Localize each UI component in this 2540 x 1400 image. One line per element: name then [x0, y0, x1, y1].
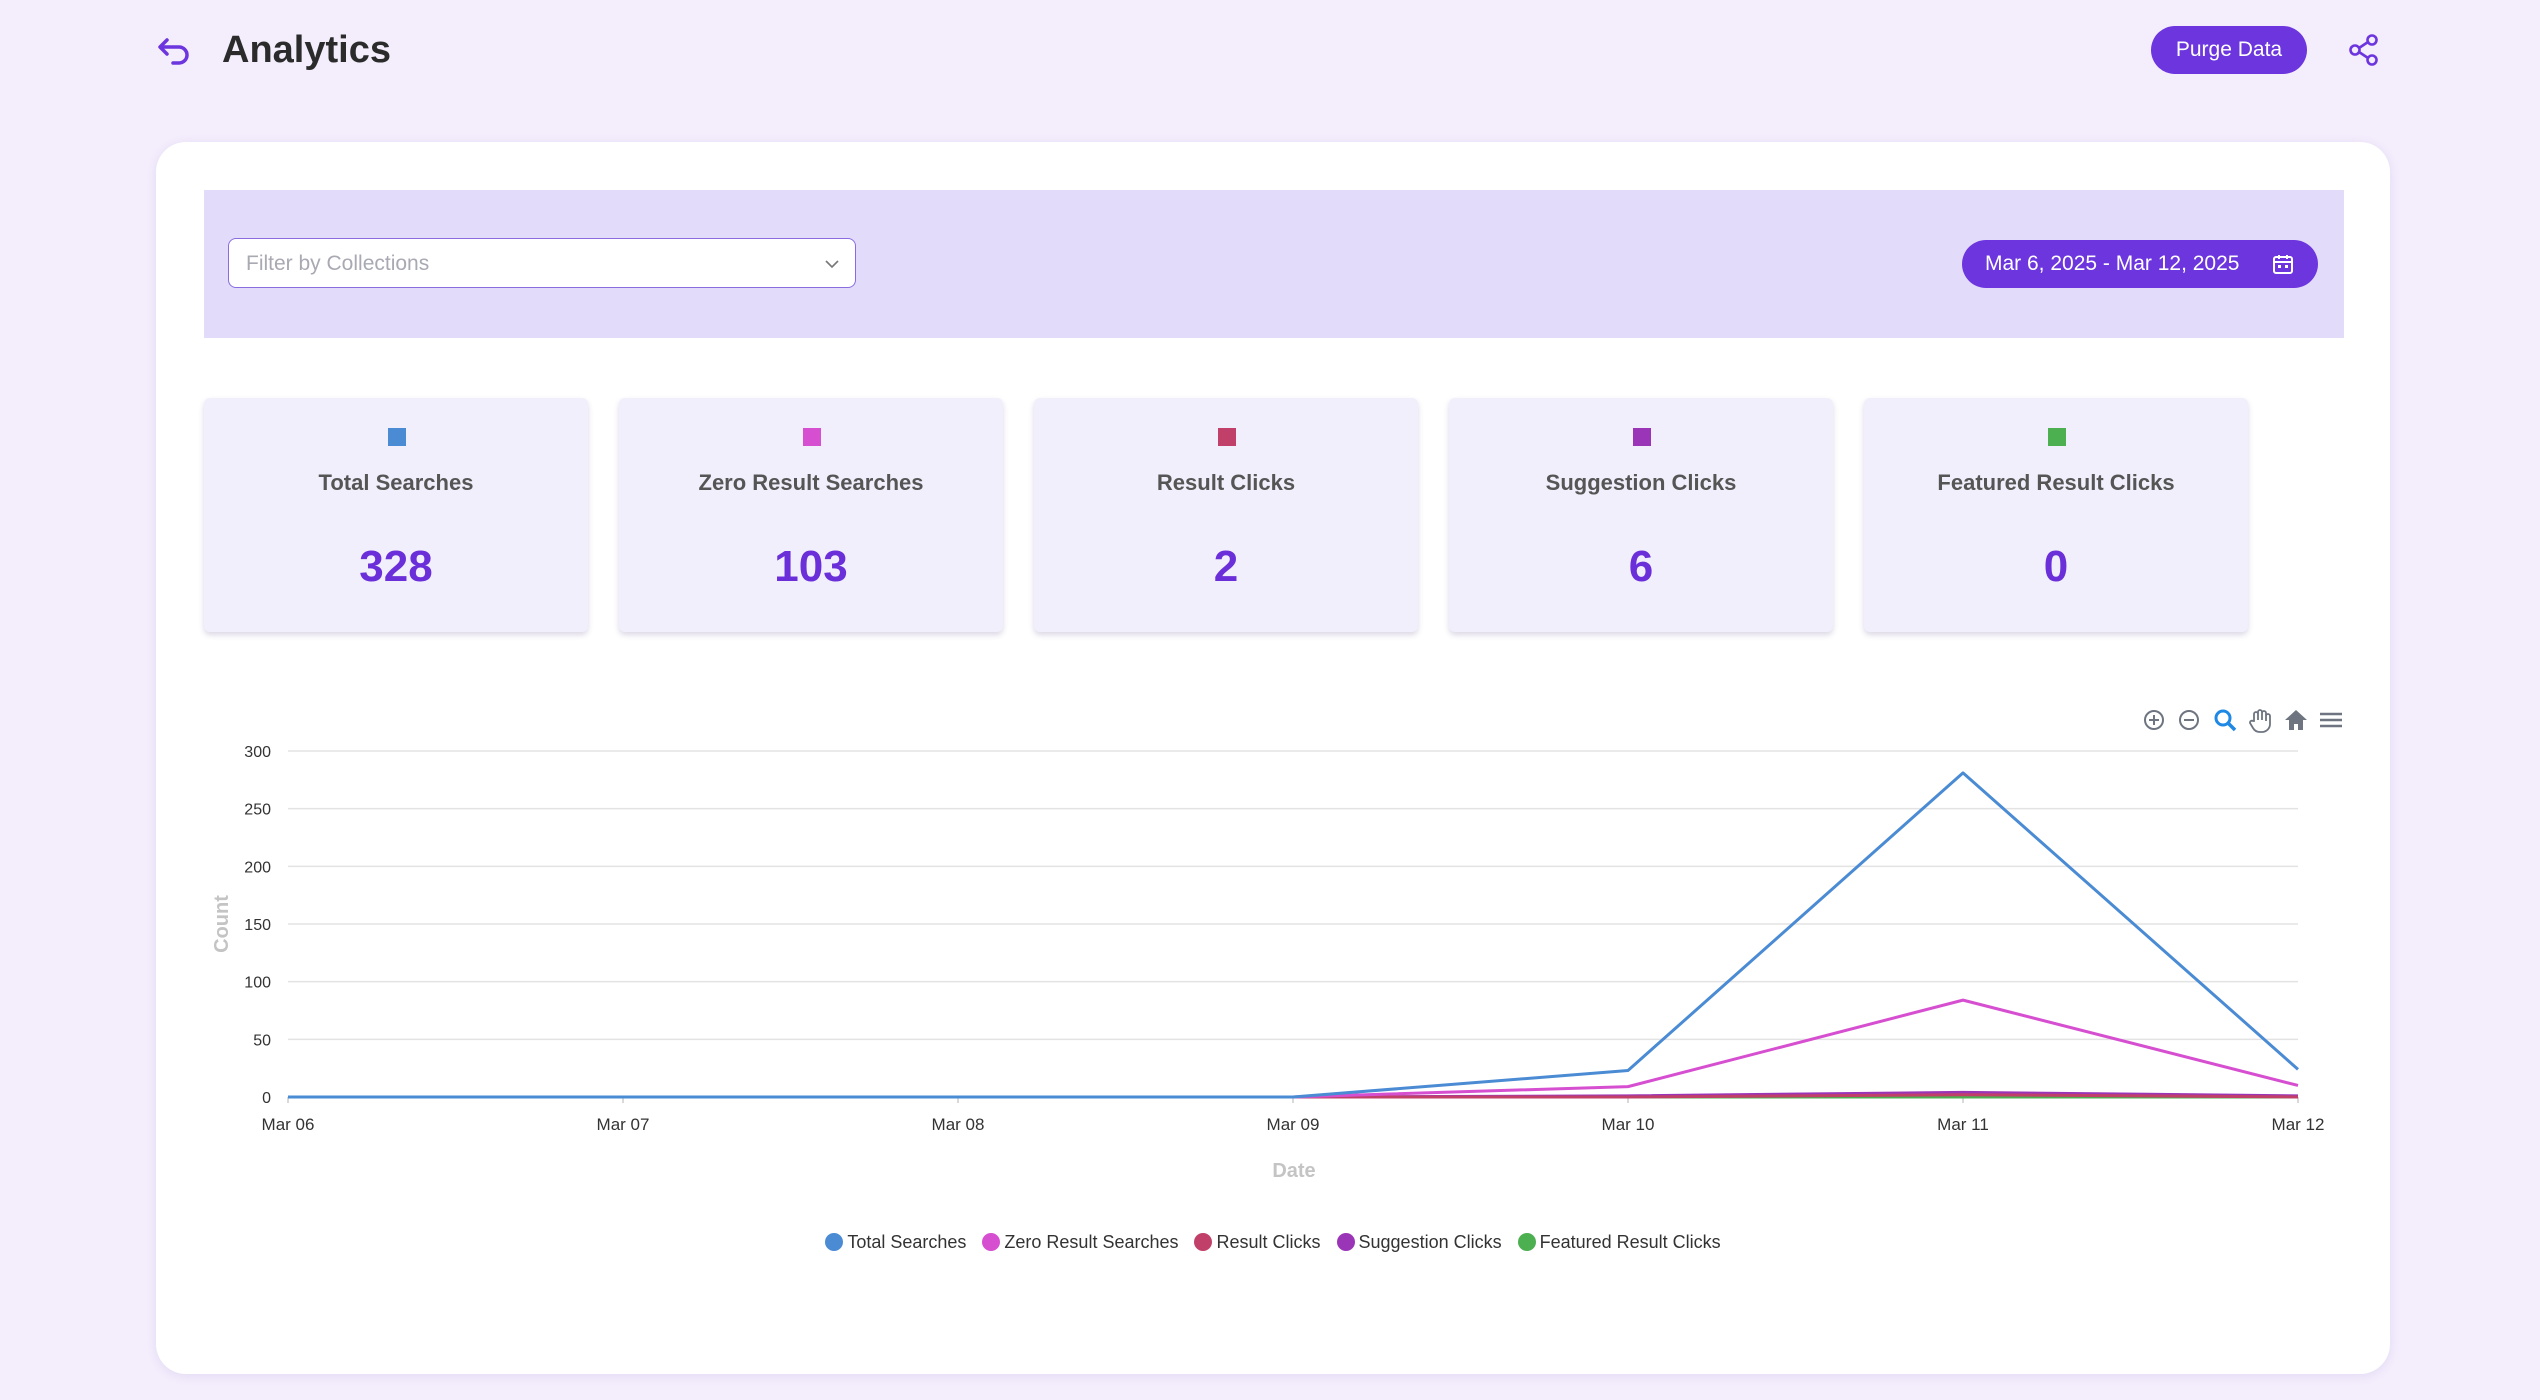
chevron-down-icon — [825, 260, 839, 269]
featured-result-clicks-swatch — [2048, 428, 2066, 446]
stat-label: Total Searches — [318, 470, 474, 495]
stat-value: 328 — [359, 542, 433, 591]
stat-label: Featured Result Clicks — [1937, 470, 2175, 495]
stat-label: Suggestion Clicks — [1545, 470, 1737, 495]
x-tick-label: Mar 11 — [1937, 1115, 1989, 1134]
chart-legend: Total Searches Zero Result Searches Result… — [156, 1232, 2390, 1253]
x-tick-label: Mar 10 — [1602, 1115, 1655, 1134]
y-tick-label: 150 — [244, 917, 271, 934]
stat-value: 2 — [1213, 542, 1239, 591]
x-tick-label: Mar 07 — [597, 1115, 650, 1134]
stat-value: 6 — [1628, 542, 1654, 591]
y-tick-label: 250 — [244, 802, 271, 819]
chart-toolbar — [2140, 706, 2348, 736]
share-button[interactable] — [2346, 32, 2382, 68]
zero-result-searches-swatch — [803, 428, 821, 446]
share-icon — [2349, 34, 2378, 66]
page-title: Analytics — [222, 29, 391, 71]
date-range-label: Mar 6, 2025 - Mar 12, 2025 — [1985, 252, 2240, 275]
legend-marker — [825, 1233, 844, 1251]
stat-card-featured-result-clicks: Featured Result Clicks 0 — [1864, 398, 2248, 632]
stat-card-result-clicks: Result Clicks 2 — [1034, 398, 1418, 632]
stat-card-zero-result-searches: Zero Result Searches 103 — [619, 398, 1003, 632]
zoom-in-icon[interactable] — [2140, 706, 2168, 734]
collection-filter-placeholder: Filter by Collections — [246, 252, 430, 275]
x-tick-label: Mar 06 — [262, 1115, 315, 1134]
legend-label: Featured Result Clicks — [1539, 1232, 1721, 1252]
y-tick-label: 300 — [244, 744, 271, 761]
purge-data-button[interactable]: Purge Data — [2151, 26, 2307, 74]
x-tick-label: Mar 12 — [2272, 1115, 2325, 1134]
legend-item[interactable]: Suggestion Clicks — [1336, 1232, 1502, 1253]
y-tick-label: 0 — [262, 1090, 271, 1107]
legend-label: Result Clicks — [1216, 1232, 1321, 1252]
series-line-total-searches — [288, 771, 2299, 1099]
stat-value: 0 — [2043, 542, 2069, 591]
x-tick-label: Mar 08 — [932, 1115, 985, 1134]
collection-filter-select[interactable]: Filter by Collections — [228, 238, 856, 288]
legend-marker — [1194, 1233, 1213, 1251]
stat-value: 103 — [774, 542, 848, 591]
legend-marker — [982, 1233, 1001, 1251]
legend-item[interactable]: Result Clicks — [1194, 1232, 1321, 1253]
series-line-zero-result-searches — [288, 998, 2299, 1099]
filter-bar: Filter by Collections Mar 6, 2025 - Mar … — [204, 190, 2344, 338]
legend-marker — [1517, 1233, 1536, 1251]
x-tick-label: Mar 09 — [1267, 1115, 1320, 1134]
legend-item[interactable]: Featured Result Clicks — [1517, 1232, 1721, 1253]
y-tick-label: 100 — [244, 975, 271, 992]
legend-item[interactable]: Total Searches — [825, 1232, 966, 1253]
stat-card-suggestion-clicks: Suggestion Clicks 6 — [1449, 398, 1833, 632]
analytics-card: Filter by Collections Mar 6, 2025 - Mar … — [156, 142, 2390, 1374]
date-range-picker[interactable]: Mar 6, 2025 - Mar 12, 2025 — [1962, 240, 2318, 288]
back-arrow-icon — [158, 38, 189, 65]
y-tick-label: 50 — [253, 1032, 271, 1049]
zoom-out-icon[interactable] — [2175, 706, 2203, 734]
stat-label: Zero Result Searches — [698, 470, 924, 495]
calendar-icon — [2273, 255, 2293, 274]
x-axis-title: Date — [1272, 1160, 1315, 1182]
legend-item[interactable]: Zero Result Searches — [982, 1232, 1178, 1253]
result-clicks-swatch — [1218, 428, 1236, 446]
stat-label: Result Clicks — [1156, 470, 1296, 495]
total-searches-swatch — [388, 428, 406, 446]
back-button[interactable] — [155, 30, 199, 70]
legend-marker — [1336, 1233, 1355, 1251]
stat-card-total-searches: Total Searches 328 — [204, 398, 588, 632]
y-tick-label: 200 — [244, 859, 271, 876]
suggestion-clicks-swatch — [1633, 428, 1651, 446]
legend-label: Zero Result Searches — [1004, 1232, 1179, 1252]
page-header: Analytics Purge Data — [0, 0, 2540, 100]
legend-label: Total Searches — [847, 1232, 967, 1252]
pan-hand-icon[interactable] — [2246, 706, 2274, 734]
y-axis-title: Count — [211, 895, 233, 953]
selection-zoom-icon[interactable] — [2211, 706, 2239, 734]
legend-label: Suggestion Clicks — [1358, 1232, 1502, 1252]
reset-home-icon[interactable] — [2282, 706, 2310, 734]
line-chart: 0 50 100 150 200 250 300 Mar 06 Mar 07 Mar 08 Mar … — [211, 744, 2325, 1182]
menu-icon[interactable] — [2317, 706, 2345, 734]
